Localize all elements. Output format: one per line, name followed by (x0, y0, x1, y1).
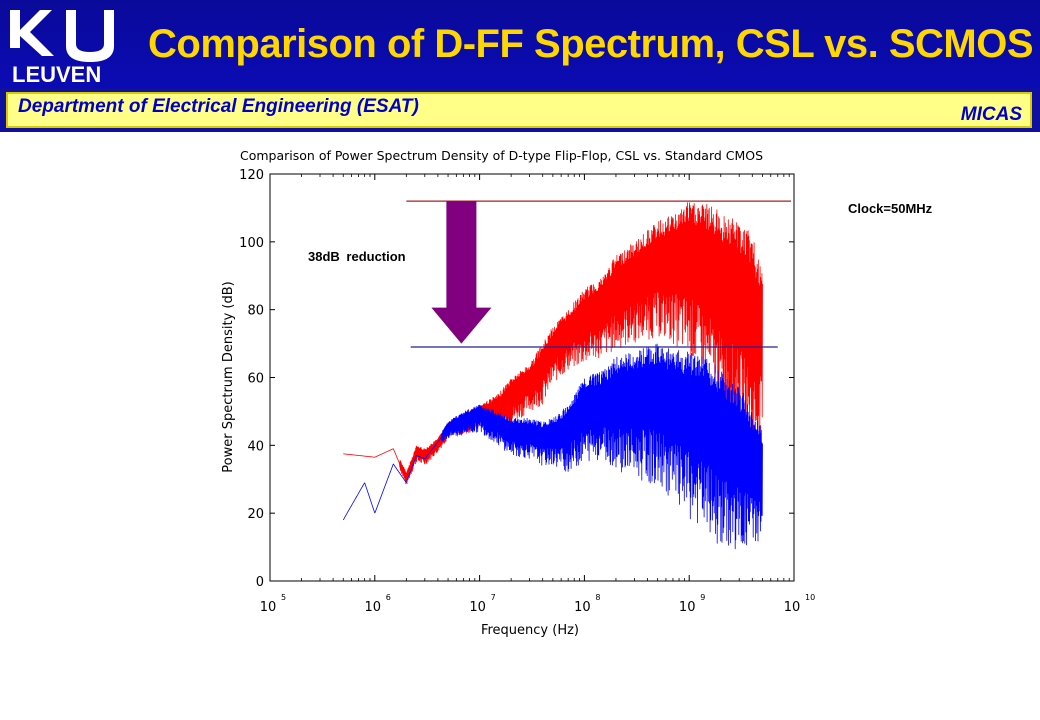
series-line-scmos (342, 343, 763, 550)
y-tick-label: 0 (256, 575, 264, 590)
department-band (6, 92, 1032, 128)
reduction-annotation: 38dB reduction (308, 249, 406, 264)
x-tick-label: 10 (574, 600, 591, 615)
y-tick-label: 40 (247, 439, 264, 454)
department-label: Department of Electrical Engineering (ES… (18, 96, 419, 117)
chart-title: Comparison of Power Spectrum Density of … (240, 148, 763, 163)
logo-text: LEUVEN (12, 62, 102, 87)
y-tick-label: 100 (239, 236, 264, 251)
header-bar: LEUVEN Comparison of D-FF Spectrum, CSL … (0, 0, 1040, 88)
reduction-arrow (431, 201, 492, 344)
x-axis-label: Frequency (Hz) (481, 623, 579, 638)
y-tick-label: 20 (247, 507, 264, 522)
x-tick-label: 10 (784, 600, 801, 615)
x-tick-label: 10 (679, 600, 696, 615)
x-tick-label: 10 (365, 600, 382, 615)
x-tick-exponent: 6 (386, 593, 391, 602)
x-tick-exponent: 7 (491, 593, 496, 602)
x-tick-exponent: 8 (595, 593, 600, 602)
clock-annotation: Clock=50MHz (848, 201, 933, 216)
x-tick-label: 10 (469, 600, 486, 615)
x-tick-exponent: 10 (805, 593, 815, 602)
y-axis-label: Power Spectrum Density (dB) (221, 281, 236, 472)
group-label: MICAS (960, 104, 1022, 125)
y-tick-label: 120 (239, 168, 264, 183)
page-title: Comparison of D-FF Spectrum, CSL vs. SCM… (148, 22, 1034, 66)
y-tick-label: 60 (247, 372, 264, 387)
ku-leuven-logo (10, 10, 114, 62)
y-tick-label: 80 (247, 304, 264, 319)
x-tick-label: 10 (260, 600, 277, 615)
x-tick-exponent: 5 (281, 593, 286, 602)
x-tick-exponent: 9 (700, 593, 705, 602)
